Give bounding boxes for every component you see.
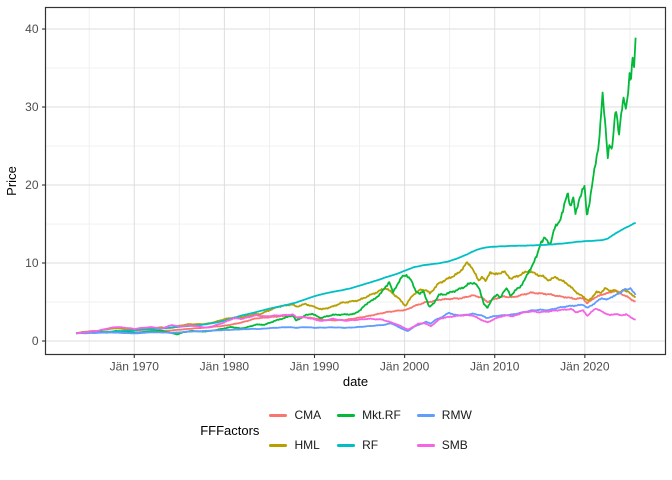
x-tick-label: Jän 2000 [380,360,430,374]
legend-label: SMB [441,438,468,452]
legend-label: RF [362,438,379,452]
x-axis-title: date [343,374,368,389]
y-tick-label: 10 [25,256,39,270]
y-tick-label: 0 [32,334,39,348]
series-layer [75,37,637,336]
legend-entry-SMB: SMB [416,438,472,452]
legend-key-line-icon [269,443,288,447]
legend-key-line-icon [269,413,288,417]
series-line-CMA [76,289,636,335]
legend-entry-Mkt.RF: Mkt.RF [337,408,401,422]
legend-key-line-icon [416,413,435,417]
legend-key-line-icon [337,413,356,417]
plot-panel-frame [44,6,667,356]
legend-entry-RF: RF [337,438,401,452]
x-tick-label: Jän 2020 [560,360,610,374]
legend-key-line-icon [337,443,356,447]
x-tick-label: Jän 1990 [290,360,340,374]
legend-label: CMA [294,408,322,422]
legend-entry-RMW: RMW [416,408,472,422]
legend-key-line-icon [416,443,435,447]
legend: FFFactors CMA HML Mkt.RF RF RMW SMB [0,404,672,456]
series-line-SMB [75,307,636,335]
legend-entry-HML: HML [269,438,321,452]
legend-entry-CMA: CMA [269,408,321,422]
axis-layer: Jän 1970 Jän 1980 Jän 1990 Jän 2000 Jän 2010… [25,22,610,373]
y-tick-label: 20 [25,178,39,192]
legend-label: HML [294,438,320,452]
chart: Jän 1970 Jän 1980 Jän 1990 Jän 2000 Jän 2010… [4,6,667,389]
y-tick-label: 40 [25,22,39,36]
series-line-Mkt.RF [75,37,637,336]
x-tick-label: Jän 2010 [470,360,520,374]
legend-entries: CMA HML Mkt.RF RF RMW SMB [269,404,472,456]
gridlines [45,7,666,355]
y-axis-title: Price [4,166,19,196]
y-tick-label: 30 [25,100,39,114]
x-tick-label: Jän 1970 [110,360,160,374]
series-line-RMW [76,287,637,335]
series-line-HML [75,261,637,335]
series-line-RF [76,221,637,335]
legend-label: RMW [441,408,472,422]
legend-label: Mkt.RF [362,408,401,422]
x-tick-label: Jän 1980 [200,360,250,374]
legend-title: FFFactors [200,422,260,438]
panel-border [44,6,667,356]
